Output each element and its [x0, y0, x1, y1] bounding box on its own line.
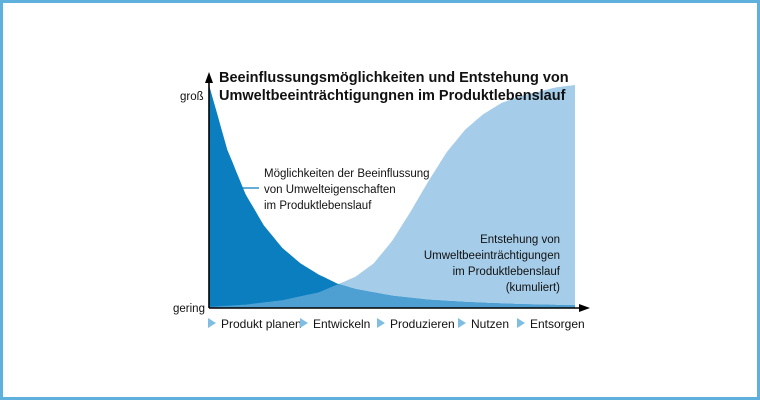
impact-label-line-3: im Produktlebenslauf [453, 266, 561, 278]
influence-possibilities-area [209, 85, 575, 308]
chart-title-line-2: Umweltbeeinträchtigungnen im Produktlebe… [219, 88, 566, 104]
x-axis-arrow [579, 304, 590, 312]
y-axis-arrow [205, 72, 213, 83]
chart-title-line-1: Beeinflussungsmöglichkeiten und Entstehu… [219, 70, 569, 86]
environmental-impact-area [209, 85, 575, 308]
stage-produkt-planen: Produkt planen [208, 317, 302, 331]
stage-triangle-icon [458, 318, 466, 328]
stage-label: Entsorgen [530, 317, 585, 331]
stage-triangle-icon [377, 318, 385, 328]
stage-triangle-icon [300, 318, 308, 328]
y-label-high: groß [180, 91, 204, 103]
stage-triangle-icon [208, 318, 216, 328]
influence-label-line-1: Möglichkeiten der Beeinflussung [264, 168, 430, 180]
stage-label: Produkt planen [221, 317, 302, 331]
stage-label: Nutzen [471, 317, 509, 331]
stage-produzieren: Produzieren [377, 317, 455, 331]
stage-label: Entwickeln [313, 317, 370, 331]
impact-label-line-4: (kumuliert) [506, 282, 560, 294]
stage-label: Produzieren [390, 317, 455, 331]
stage-entsorgen: Entsorgen [517, 317, 585, 331]
stage-entwickeln: Entwickeln [300, 317, 370, 331]
impact-label-line-2: Umweltbeeinträchtigungen [424, 250, 560, 262]
y-label-low: gering [173, 303, 205, 315]
influence-label-line-2: von Umwelteigenschaften [264, 184, 396, 196]
stage-triangle-icon [517, 318, 525, 328]
stage-nutzen: Nutzen [458, 317, 509, 331]
impact-label-line-1: Entstehung von [480, 234, 560, 246]
overlap-area [209, 284, 575, 308]
influence-label-line-3: im Produktlebenslauf [264, 200, 372, 212]
